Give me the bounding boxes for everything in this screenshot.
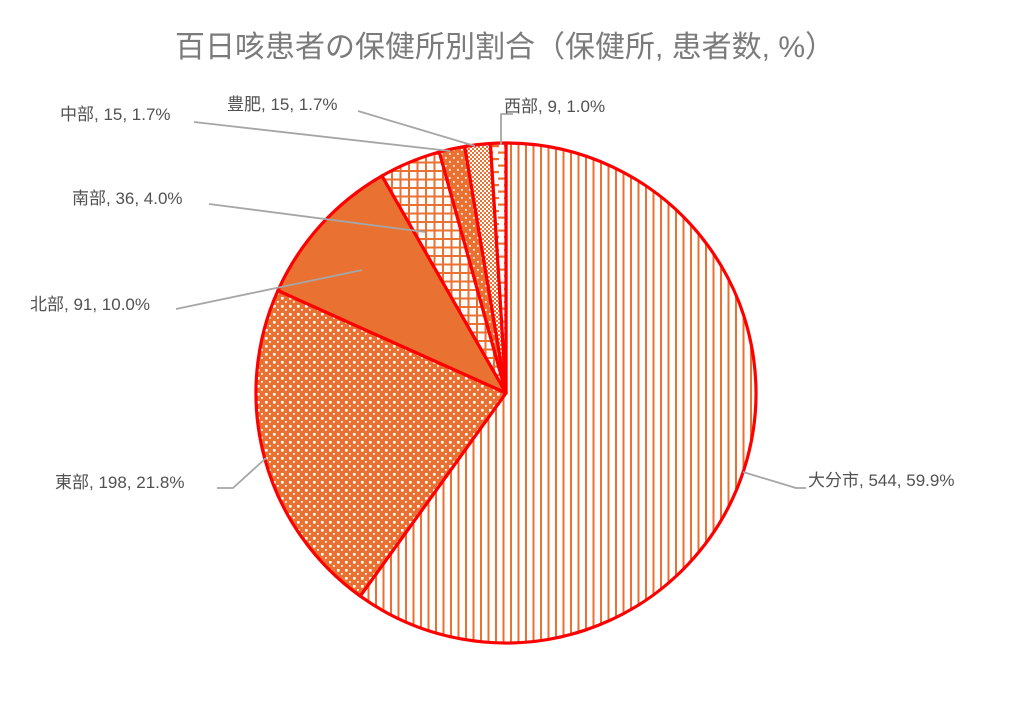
leader-lines-group: [175, 110, 806, 489]
leader-line-hohi: [357, 110, 476, 147]
data-label-hohi: 豊肥, 15, 1.7%: [227, 95, 338, 114]
data-label-chubu: 中部, 15, 1.7%: [60, 105, 171, 124]
leader-line-hokubu: [175, 269, 363, 310]
data-label-tobu: 東部, 198, 21.8%: [55, 473, 185, 492]
data-label-hokubu: 北部, 91, 10.0%: [30, 295, 151, 314]
pie-slice-tobu[interactable]: [254, 289, 508, 598]
leader-line-seibu: [500, 113, 513, 145]
pie-slice-hokubu[interactable]: [276, 174, 508, 395]
leader-line-tobu: [217, 457, 267, 489]
data-label-nanbu: 南部, 36, 4.0%: [72, 189, 183, 208]
leader-line-oita-city: [742, 471, 806, 489]
pie-slices-group: [254, 141, 758, 645]
leader-line-nanbu: [208, 203, 426, 233]
data-label-oita-city: 大分市, 544, 59.9%: [808, 471, 955, 490]
leader-line-chubu: [193, 121, 451, 152]
chart-title: 百日咳患者の保健所別割合（保健所, 患者数, %）: [174, 31, 835, 64]
pie-slice-seibu[interactable]: [488, 141, 508, 395]
data-label-seibu: 西部, 9, 1.0%: [504, 97, 606, 116]
pie-slice-oita-city[interactable]: [358, 141, 758, 645]
